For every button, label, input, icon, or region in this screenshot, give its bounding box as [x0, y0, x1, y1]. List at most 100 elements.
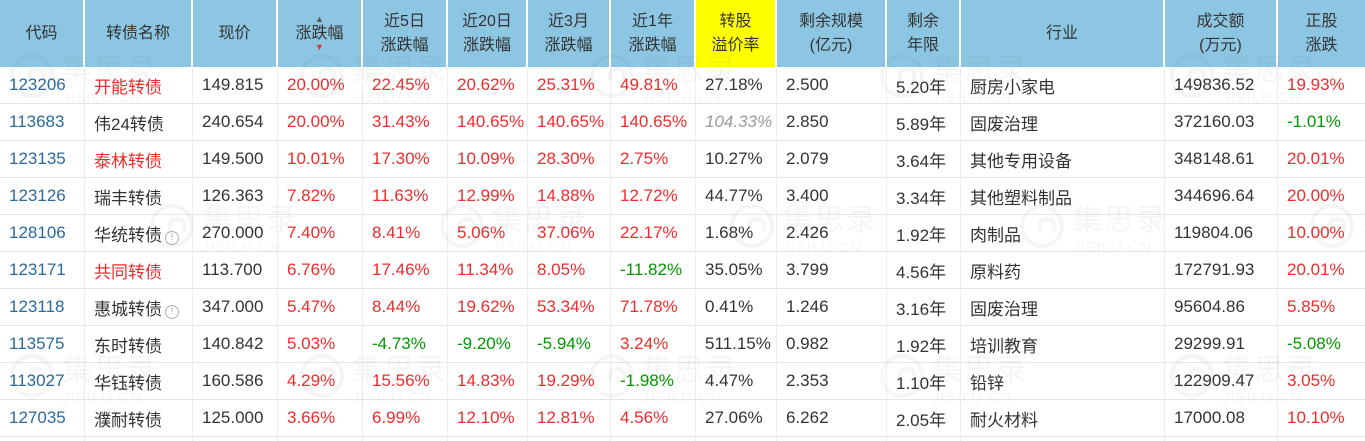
cell-industry: 培训教育 [961, 326, 1165, 363]
cell-size: 1.246 [777, 289, 887, 326]
chg-value: 20.00% [287, 75, 345, 94]
cell-chg: 20.00% [278, 104, 363, 141]
column-header-price[interactable]: 现价 [193, 0, 278, 67]
sort-descending-icon[interactable]: ▼ [315, 42, 324, 53]
stock-value: -5.08% [1287, 334, 1341, 353]
column-header-stock[interactable]: 正股 涨跌 [1278, 0, 1365, 67]
column-header-m3[interactable]: 近3月 涨跌幅 [528, 0, 611, 67]
cell-d20: 14.83% [448, 363, 528, 400]
column-header-chg[interactable]: ▲ 涨跌幅 ▼ [278, 0, 363, 67]
d5-value: 17.30% [372, 149, 430, 168]
cell-d20: 11.34% [448, 252, 528, 289]
bond-name-link[interactable]: 开能转债 [94, 77, 162, 97]
cell-name: 泰林转债 [85, 141, 193, 178]
bond-name-link[interactable]: 华钰转债 [94, 373, 162, 393]
m3-value: 53.34% [537, 297, 595, 316]
cell-y1: -1.98% [611, 363, 696, 400]
cell-d5: 8.41% [363, 215, 448, 252]
cell-stock: 20.01% [1278, 141, 1365, 178]
m3-value: 14.88% [537, 186, 595, 205]
premium-value: 0.41% [705, 297, 754, 316]
bond-code-link[interactable]: 128106 [9, 223, 66, 242]
bond-name-link[interactable]: 共同转债 [94, 262, 162, 282]
table-row [0, 437, 1365, 441]
cell-m3: 19.29% [528, 363, 611, 400]
bond-code-link[interactable]: 113683 [9, 112, 65, 131]
cell-premium: 511.15% [696, 326, 777, 363]
bond-code-link[interactable]: 123118 [9, 297, 65, 316]
column-header-turnover[interactable]: 成交额 (万元) [1165, 0, 1278, 67]
cell-industry: 铅锌 [961, 363, 1165, 400]
sort-ascending-icon[interactable]: ▲ [315, 13, 324, 24]
bond-name-link[interactable]: 东时转债 [94, 336, 162, 356]
stock-value: 19.93% [1287, 75, 1345, 94]
column-header-d5[interactable]: 近5日 涨跌幅 [363, 0, 448, 67]
cell-m3: 53.34% [528, 289, 611, 326]
bond-code-link[interactable]: 113027 [9, 371, 65, 390]
cell-chg: 10.01% [278, 141, 363, 178]
column-header-d20[interactable]: 近20日 涨跌幅 [448, 0, 528, 67]
cell-empty [611, 437, 696, 441]
bond-code-link[interactable]: 123171 [9, 260, 66, 279]
bond-name-link[interactable]: 瑞丰转债 [94, 188, 162, 208]
cell-empty [887, 437, 961, 441]
cell-industry: 厨房小家电 [961, 67, 1165, 104]
bond-code-link[interactable]: 127035 [9, 408, 66, 427]
cell-empty [85, 437, 193, 441]
info-icon[interactable]: ! [165, 230, 179, 245]
cell-d20: 5.06% [448, 215, 528, 252]
chg-value: 7.40% [287, 223, 336, 242]
cell-y1: 12.72% [611, 178, 696, 215]
cell-turnover: 122909.47 [1165, 363, 1278, 400]
stock-value: 20.00% [1287, 186, 1345, 205]
cell-size: 0.982 [777, 326, 887, 363]
cell-d5: 15.56% [363, 363, 448, 400]
cell-name: 开能转债 [85, 67, 193, 104]
cell-y1: -11.82% [611, 252, 696, 289]
column-header-years[interactable]: 剩余 年限 [887, 0, 961, 67]
cell-d5: 17.30% [363, 141, 448, 178]
cell-code: 127035 [0, 400, 85, 437]
premium-value: 10.27% [705, 149, 763, 168]
cell-chg: 20.00% [278, 67, 363, 104]
d20-value: 5.06% [457, 223, 506, 242]
bond-code-link[interactable]: 113575 [9, 334, 65, 353]
bond-code-link[interactable]: 123126 [9, 186, 66, 205]
cell-turnover: 372160.03 [1165, 104, 1278, 141]
cell-chg: 3.66% [278, 400, 363, 437]
premium-value: 104.33% [705, 112, 773, 131]
column-header-size[interactable]: 剩余规模 (亿元) [777, 0, 887, 67]
cell-chg: 7.40% [278, 215, 363, 252]
cell-y1: 49.81% [611, 67, 696, 104]
bond-name-link[interactable]: 濮耐转债 [94, 410, 162, 430]
d20-value: 12.99% [457, 186, 515, 205]
bond-code-link[interactable]: 123135 [9, 149, 66, 168]
cell-empty [1278, 437, 1365, 441]
column-header-code[interactable]: 代码 [0, 0, 85, 67]
cell-size: 3.400 [777, 178, 887, 215]
cell-years: 1.92年 [887, 326, 961, 363]
cell-d5: 8.44% [363, 289, 448, 326]
stock-value: 5.85% [1287, 297, 1336, 316]
cell-turnover: 17000.08 [1165, 400, 1278, 437]
column-header-premium[interactable]: 转股 溢价率 [696, 0, 777, 67]
bond-name-link[interactable]: 惠城转债 [94, 299, 162, 319]
bond-name-link[interactable]: 华统转债 [94, 225, 162, 245]
bond-code-link[interactable]: 123206 [9, 75, 66, 94]
cell-name: 惠城转债! [85, 289, 193, 326]
cell-price: 160.586 [193, 363, 278, 400]
cell-y1: 4.56% [611, 400, 696, 437]
cell-chg: 5.47% [278, 289, 363, 326]
column-header-industry[interactable]: 行业 [961, 0, 1165, 67]
column-header-y1[interactable]: 近1年 涨跌幅 [611, 0, 696, 67]
cell-size: 2.500 [777, 67, 887, 104]
table-row: 123206 开能转债 149.815 20.00% 22.45% 20.62% 25.31… [0, 67, 1365, 104]
bond-name-link[interactable]: 泰林转债 [94, 151, 162, 171]
cell-premium: 0.41% [696, 289, 777, 326]
table-row: 123118 惠城转债! 347.000 5.47% 8.44% 19.62% 53.34%… [0, 289, 1365, 326]
column-header-name[interactable]: 转债名称 [85, 0, 193, 67]
bond-name-link[interactable]: 伟24转债 [94, 114, 164, 134]
info-icon[interactable]: ! [165, 304, 179, 319]
chg-value: 6.76% [287, 260, 336, 279]
